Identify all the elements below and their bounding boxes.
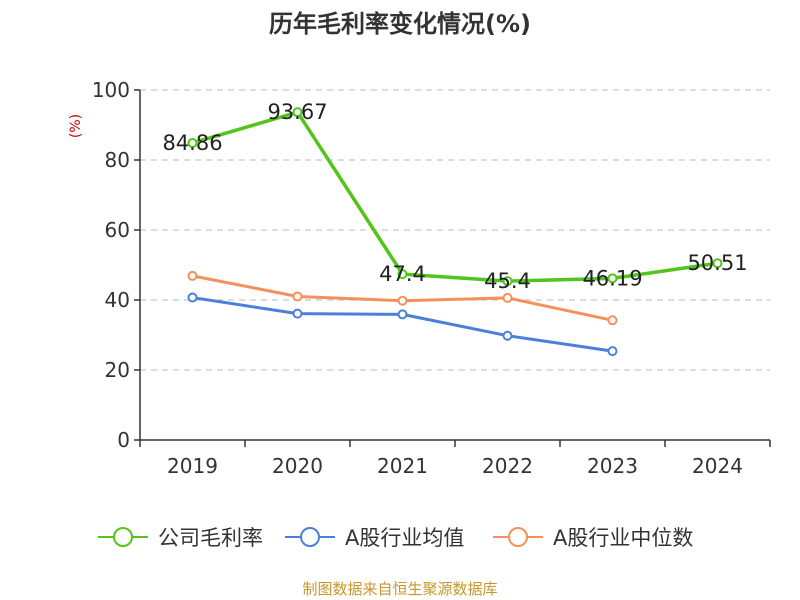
grid-lines (140, 89, 770, 371)
data-point (502, 292, 513, 303)
data-label: 93.67 (267, 100, 327, 124)
y-axis-unit-label: (%) (68, 114, 84, 138)
y-tick-label: 100 (92, 78, 130, 102)
y-tick-label: 60 (105, 218, 130, 242)
data-point (187, 137, 198, 148)
legend-swatch-marker (300, 527, 320, 547)
data-point (607, 273, 618, 284)
y-tick-label: 40 (105, 288, 130, 312)
legend-item[interactable]: 公司毛利率 (98, 526, 263, 550)
y-tick-label: 80 (105, 148, 130, 172)
data-point (607, 346, 618, 357)
data-point (397, 295, 408, 306)
data-point (187, 270, 198, 281)
data-point (397, 269, 408, 280)
legend-swatch-marker (508, 527, 528, 547)
legend-swatch-marker (113, 527, 133, 547)
legend-label: 公司毛利率 (158, 526, 263, 550)
y-tick-label: 0 (117, 428, 130, 452)
data-point (502, 276, 513, 287)
series-line (190, 110, 720, 283)
source-note: 制图数据来自恒生聚源数据库 (302, 580, 497, 598)
data-point (292, 107, 303, 118)
axes: 0 20 40 60 80 100 2019 2020 2021 2022 2023 2024 (92, 78, 771, 478)
data-point (292, 308, 303, 319)
data-labels: 84.86 93.67 47.4 45.4 46.19 50.51 (162, 100, 747, 293)
x-tick-label: 2019 (167, 454, 218, 478)
legend-label: A股行业均值 (345, 526, 464, 550)
y-tick-label: 20 (105, 358, 130, 382)
legend-item[interactable]: A股行业均值 (285, 526, 464, 550)
data-label: 50.51 (687, 251, 747, 275)
data-point (397, 309, 408, 320)
data-label: 84.86 (162, 131, 222, 155)
legend-item[interactable]: A股行业中位数 (493, 526, 693, 550)
x-tick-label: 2022 (482, 454, 533, 478)
series-lines (187, 107, 723, 357)
x-tick-label: 2024 (692, 454, 743, 478)
x-tick-label: 2020 (272, 454, 323, 478)
data-label: 47.4 (379, 262, 426, 286)
data-label: 46.19 (582, 266, 642, 290)
data-label: 45.4 (484, 269, 531, 293)
data-point (502, 330, 513, 341)
x-tick-label: 2021 (377, 454, 428, 478)
data-point (187, 292, 198, 303)
data-point (607, 315, 618, 326)
x-tick-label: 2023 (587, 454, 638, 478)
chart-title: 历年毛利率变化情况(%) (269, 10, 531, 38)
legend-label: A股行业中位数 (553, 526, 693, 550)
data-point (712, 258, 723, 269)
data-point (292, 291, 303, 302)
legend[interactable]: 公司毛利率 A股行业均值 A股行业中位数 (98, 526, 693, 550)
